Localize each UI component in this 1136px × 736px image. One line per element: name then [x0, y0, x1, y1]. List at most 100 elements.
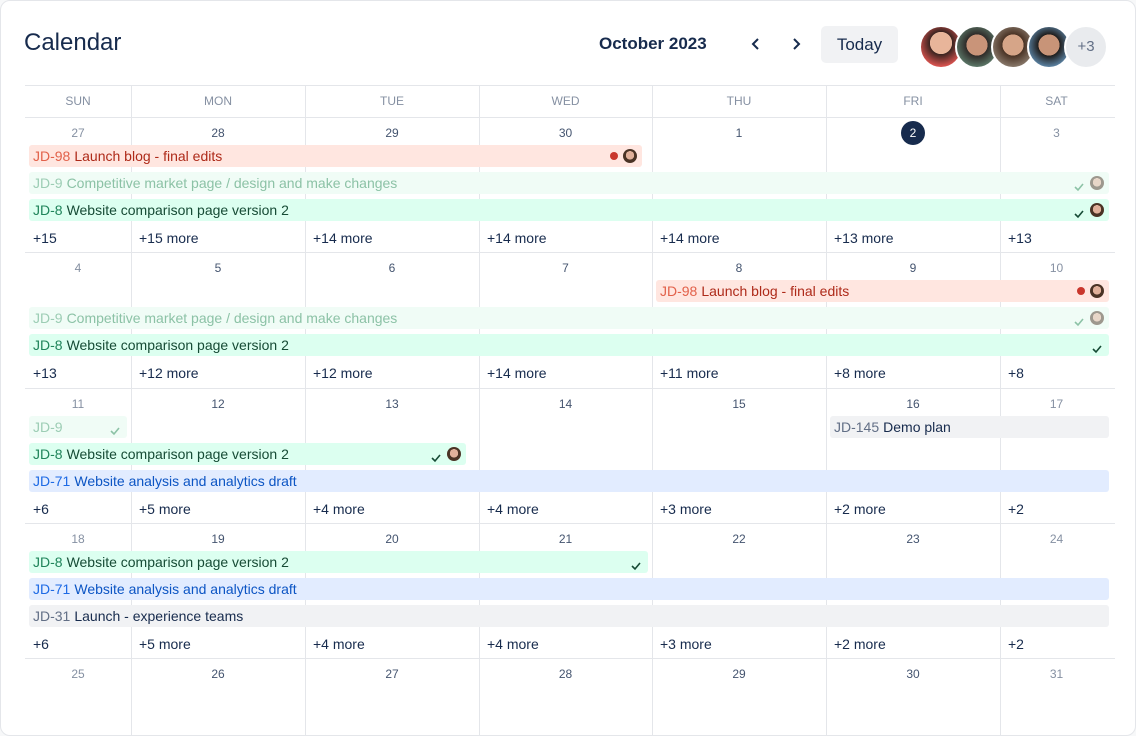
event-key: JD-9 — [33, 175, 63, 191]
column-divider — [826, 85, 827, 735]
column-divider — [131, 85, 132, 735]
event-avatar — [447, 447, 461, 461]
day-number: 30 — [558, 126, 573, 140]
event-key: JD-98 — [33, 148, 71, 164]
event-bar[interactable]: JD-8 Website comparison page version 2 — [29, 551, 648, 573]
more-link[interactable]: +5 more — [139, 501, 191, 517]
column-divider — [652, 85, 653, 735]
event-avatar — [1090, 176, 1104, 190]
prev-month[interactable] — [745, 33, 765, 55]
column-divider — [479, 85, 480, 735]
event-bar[interactable]: JD-9 — [29, 416, 127, 438]
more-link[interactable]: +14 more — [487, 230, 547, 246]
more-avatars[interactable]: +3 — [1064, 25, 1108, 69]
event-title: Website comparison page version 2 — [66, 337, 289, 353]
more-link[interactable]: +13 more — [834, 230, 894, 246]
day-number: 24 — [1049, 532, 1064, 546]
day-number: 8 — [735, 261, 743, 275]
event-title: Website analysis and analytics draft — [74, 581, 297, 597]
column-divider — [305, 85, 306, 735]
more-link[interactable]: +3 more — [660, 636, 712, 652]
day-number: 25 — [71, 667, 85, 681]
more-link[interactable]: +14 more — [313, 230, 373, 246]
day-number: 16 — [906, 397, 920, 411]
today-button[interactable]: Today — [821, 26, 898, 63]
event-bar[interactable]: JD-98 Launch blog - final edits — [29, 145, 642, 167]
event-key: JD-8 — [33, 446, 63, 462]
day-number: 14 — [558, 397, 573, 411]
day-number: 9 — [909, 261, 917, 275]
more-link[interactable]: +5 more — [139, 636, 191, 652]
day-number: 12 — [211, 397, 225, 411]
event-bar[interactable]: JD-8 Website comparison page version 2 — [29, 443, 466, 465]
day-number: 22 — [732, 532, 746, 546]
weekday-label: TUE — [380, 94, 404, 108]
day-number: 5 — [214, 261, 222, 275]
event-bar[interactable]: JD-9 Competitive market page / design and… — [29, 172, 1109, 194]
event-bar[interactable]: JD-145 Demo plan — [830, 416, 1109, 438]
event-avatar — [1090, 284, 1104, 298]
more-link[interactable]: +15 more — [139, 230, 199, 246]
event-title: Website comparison page version 2 — [66, 202, 289, 218]
day-number: 2 — [901, 121, 925, 145]
event-title: Website comparison page version 2 — [66, 554, 289, 570]
event-bar[interactable]: JD-8 Website comparison page version 2 — [29, 334, 1109, 356]
event-avatar — [1090, 311, 1104, 325]
day-number: 3 — [1053, 126, 1060, 140]
more-link[interactable]: +15 — [33, 230, 57, 246]
more-link[interactable]: +6 — [33, 501, 49, 517]
week-divider — [25, 117, 1115, 118]
day-number: 6 — [388, 261, 396, 275]
day-number: 30 — [906, 667, 920, 681]
more-link[interactable]: +4 more — [487, 501, 539, 517]
weekday-label: MON — [204, 94, 232, 108]
more-link[interactable]: +14 more — [660, 230, 720, 246]
event-title: Launch - experience teams — [74, 608, 244, 624]
event-bar[interactable]: JD-71 Website analysis and analytics draf… — [29, 470, 1109, 492]
event-bar[interactable]: JD-31 Launch - experience teams — [29, 605, 1109, 627]
more-link[interactable]: +6 — [33, 636, 49, 652]
more-link[interactable]: +12 more — [313, 365, 373, 381]
status-check — [1073, 204, 1085, 219]
event-key: JD-8 — [33, 554, 63, 570]
more-link[interactable]: +4 more — [313, 501, 365, 517]
event-bar[interactable]: JD-71 Website analysis and analytics draf… — [29, 578, 1109, 600]
day-number: 27 — [385, 667, 399, 681]
more-link[interactable]: +2 — [1008, 636, 1024, 652]
more-link[interactable]: +13 — [33, 365, 57, 381]
day-number: 28 — [211, 126, 225, 140]
week-divider — [25, 523, 1115, 524]
event-bar[interactable]: JD-8 Website comparison page version 2 — [29, 199, 1109, 221]
day-number: 28 — [558, 667, 573, 681]
day-number: 31 — [1049, 667, 1064, 681]
day-number: 11 — [71, 397, 85, 411]
event-bar[interactable]: JD-98 Launch blog - final edits — [656, 280, 1109, 302]
overdue-icon — [1077, 287, 1085, 295]
more-link[interactable]: +8 — [1008, 365, 1024, 381]
day-number: 7 — [562, 261, 569, 275]
more-link[interactable]: +3 more — [660, 501, 712, 517]
more-link[interactable]: +4 more — [313, 636, 365, 652]
more-link[interactable]: +8 more — [834, 365, 886, 381]
day-number: 20 — [385, 532, 399, 546]
more-link[interactable]: +11 more — [660, 365, 719, 381]
more-link[interactable]: +2 — [1008, 501, 1024, 517]
more-link[interactable]: +4 more — [487, 636, 539, 652]
more-link[interactable]: +13 — [1008, 230, 1032, 246]
more-link[interactable]: +12 more — [139, 365, 199, 381]
next-month[interactable] — [787, 33, 807, 55]
event-title: Demo plan — [883, 419, 951, 435]
event-title: Website comparison page version 2 — [66, 446, 289, 462]
day-number: 4 — [74, 261, 82, 275]
week-divider — [25, 252, 1115, 253]
day-number: 18 — [71, 532, 85, 546]
more-link[interactable]: +2 more — [834, 501, 886, 517]
event-key: JD-8 — [33, 337, 63, 353]
weekday-label: FRI — [903, 94, 923, 108]
event-title: Launch blog - final edits — [74, 148, 223, 164]
more-link[interactable]: +2 more — [834, 636, 886, 652]
day-number: 13 — [385, 397, 399, 411]
event-bar[interactable]: JD-9 Competitive market page / design and… — [29, 307, 1109, 329]
more-link[interactable]: +14 more — [487, 365, 547, 381]
